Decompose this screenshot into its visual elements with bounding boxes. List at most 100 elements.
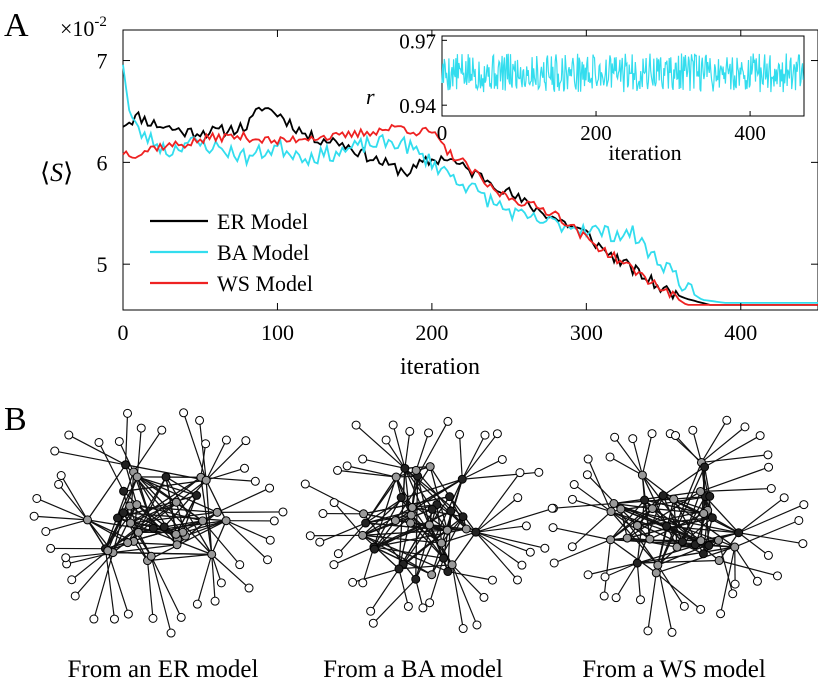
network-node bbox=[672, 542, 682, 552]
x-tick-label: 200 bbox=[415, 320, 448, 345]
network-edge bbox=[93, 552, 114, 620]
network-leaf-node bbox=[157, 425, 167, 435]
network-leaf-node bbox=[179, 408, 189, 418]
network-leaf-node bbox=[94, 437, 104, 447]
network-edge bbox=[604, 562, 638, 578]
network-edge bbox=[637, 509, 708, 527]
network-edge bbox=[137, 476, 197, 497]
network-nodes bbox=[300, 416, 558, 634]
network-leaf-node bbox=[265, 535, 275, 545]
network-edge bbox=[436, 504, 445, 559]
network-leaf-node bbox=[730, 579, 740, 589]
y-multiplier: ×10-2 bbox=[60, 14, 107, 41]
network-edge bbox=[644, 499, 720, 562]
network-edge bbox=[475, 531, 546, 549]
network-node bbox=[606, 535, 616, 545]
network-leaf-node bbox=[329, 498, 339, 508]
network-leaf-node bbox=[728, 589, 738, 599]
network-node bbox=[369, 544, 379, 554]
network-node bbox=[669, 494, 679, 504]
network-edge bbox=[475, 507, 554, 533]
network-leaf-node bbox=[54, 479, 64, 489]
network-leaf-node bbox=[643, 626, 653, 636]
network-leaf-node bbox=[611, 593, 621, 603]
network-node bbox=[457, 474, 467, 484]
network-leaf-node bbox=[525, 547, 535, 557]
network-node bbox=[212, 507, 222, 517]
network-leaf-node bbox=[123, 408, 133, 418]
network-leaf-node bbox=[779, 493, 789, 503]
network-leaf-node bbox=[240, 463, 250, 473]
network-edge bbox=[662, 494, 736, 548]
x-tick-label: 400 bbox=[724, 320, 757, 345]
network-edge bbox=[365, 497, 404, 524]
network-edge bbox=[552, 526, 611, 541]
network-edge bbox=[202, 520, 241, 566]
x-tick-label: 300 bbox=[570, 320, 603, 345]
network-edge bbox=[373, 476, 397, 548]
network-node bbox=[714, 556, 724, 566]
network-edge bbox=[165, 476, 177, 535]
network-edge bbox=[205, 479, 227, 521]
network-leaf-node bbox=[368, 618, 378, 628]
inset-y-tick-label: 0.94 bbox=[399, 94, 436, 118]
network-leaf-node bbox=[195, 415, 205, 425]
network-edge bbox=[123, 490, 178, 546]
network-node bbox=[83, 515, 93, 525]
network-node bbox=[406, 518, 416, 528]
network-edge bbox=[60, 475, 89, 521]
network-edge bbox=[112, 551, 212, 556]
x-tick-label: 100 bbox=[261, 320, 294, 345]
network-leaf-node bbox=[763, 550, 773, 560]
network-leaf-node bbox=[300, 479, 310, 489]
main-chart: 0 100 200 300 400 5 6 7 ×10-2 ⟨S⟩ iteration ER … bbox=[40, 14, 818, 380]
x-axis-label: iteration bbox=[400, 354, 480, 380]
legend-label-ba: BA Model bbox=[217, 240, 309, 265]
network-edge bbox=[86, 519, 106, 550]
network-edge bbox=[720, 546, 736, 614]
network-node bbox=[118, 508, 128, 518]
network-node bbox=[647, 504, 657, 514]
network-node bbox=[391, 472, 401, 482]
x-tick-label: 0 bbox=[118, 320, 129, 345]
network-edge bbox=[346, 465, 397, 478]
network-edge bbox=[657, 565, 673, 633]
network-leaf-node bbox=[221, 435, 231, 445]
inset-x-tick-label: 0 bbox=[437, 121, 448, 145]
network-leaf-node bbox=[513, 493, 523, 503]
network-edge bbox=[657, 564, 685, 607]
network-leaf-node bbox=[333, 549, 343, 559]
network-edge bbox=[404, 431, 411, 469]
network-leaf-node bbox=[61, 553, 71, 563]
network-node bbox=[640, 495, 650, 505]
network-edge bbox=[211, 520, 227, 555]
network-leaf-node bbox=[480, 430, 490, 440]
network-edge bbox=[150, 556, 182, 618]
network-leaf-node bbox=[772, 571, 782, 581]
network-edge bbox=[137, 532, 152, 557]
network-node bbox=[651, 568, 661, 578]
network-leaf-node bbox=[492, 429, 502, 439]
network-leaf-node bbox=[549, 558, 559, 568]
network-edge bbox=[610, 539, 657, 574]
network-leaf-node bbox=[424, 428, 434, 438]
network-node bbox=[411, 574, 421, 584]
network-edge bbox=[475, 531, 518, 581]
network-leaf-node bbox=[583, 570, 593, 580]
network-edge bbox=[398, 564, 453, 570]
network-leaf-node bbox=[764, 462, 774, 472]
network-leaf-node bbox=[443, 416, 453, 426]
network-edge bbox=[98, 442, 125, 492]
network-edge bbox=[129, 471, 135, 524]
network-leaf-node bbox=[148, 613, 158, 623]
network-leaf-node bbox=[635, 595, 645, 605]
network-edge bbox=[636, 495, 664, 564]
network-leaf-node bbox=[358, 578, 368, 588]
network-leaf-node bbox=[358, 454, 368, 464]
network-leaf-node bbox=[329, 560, 339, 570]
network-edge bbox=[365, 522, 448, 531]
network-edge bbox=[613, 503, 659, 566]
network-edge bbox=[451, 564, 485, 598]
network-node bbox=[622, 533, 632, 543]
network-leaf-node bbox=[740, 422, 750, 432]
